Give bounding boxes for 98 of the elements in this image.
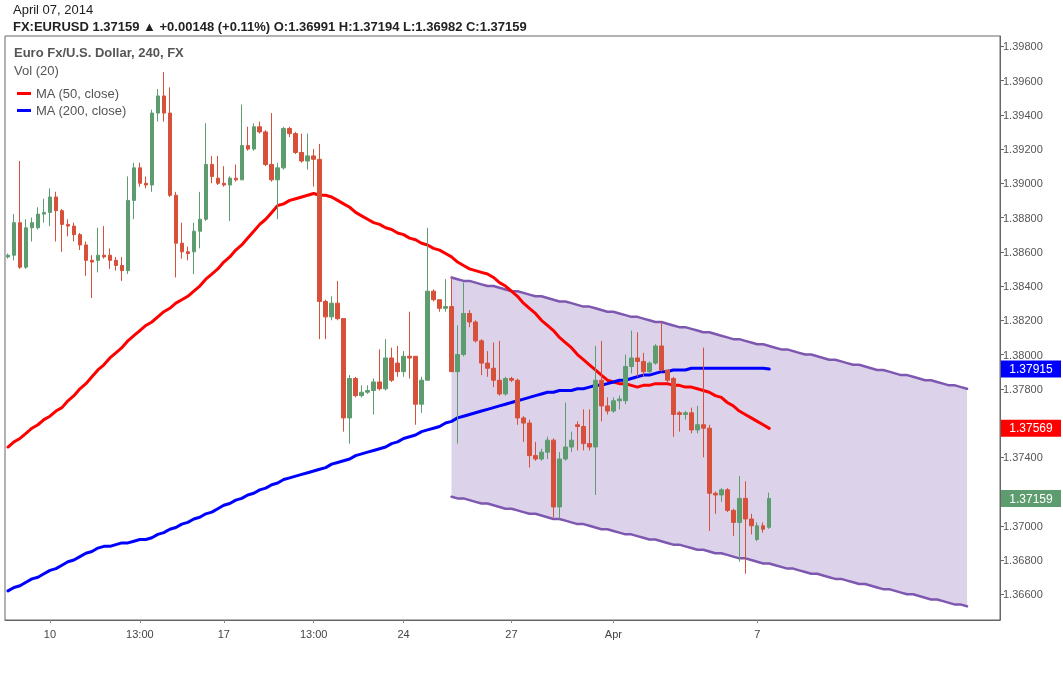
candlestick: [503, 376, 508, 397]
candlestick: [18, 160, 22, 270]
y-tick-label: 1.38000: [1003, 348, 1043, 361]
candlestick: [24, 218, 28, 270]
x-tick-label: Apr: [604, 627, 623, 640]
candlestick: [240, 104, 244, 181]
x-tick-label: 13:00: [299, 627, 328, 640]
candlestick: [761, 521, 765, 534]
y-tick-label: 1.38200: [1003, 314, 1043, 327]
candlestick: [84, 241, 88, 277]
y-tick-label: 1.37400: [1003, 451, 1043, 464]
candlestick: [689, 407, 694, 434]
x-tick-label: 10: [43, 627, 57, 640]
candlestick: [168, 86, 172, 198]
candlestick: [54, 191, 58, 243]
candlestick: [443, 278, 448, 313]
text: 1.37569: [1009, 421, 1054, 436]
y-tick-label: 1.39400: [1003, 108, 1043, 121]
candlestick: [36, 206, 40, 231]
candlestick: [683, 410, 688, 421]
y-tick-label: 1.39000: [1003, 177, 1043, 190]
candlestick: [102, 225, 106, 260]
candlestick: [383, 338, 388, 392]
candlestick: [138, 162, 142, 188]
candlestick: [755, 521, 759, 542]
chart-title: April 07, 2014: [13, 2, 94, 17]
candlestick: [204, 122, 208, 222]
y-tick-label: 1.36600: [1003, 588, 1043, 601]
candlestick: [210, 155, 214, 184]
candlestick: [42, 198, 46, 224]
candlestick: [551, 437, 556, 518]
candlestick: [30, 217, 34, 243]
y-tick-label: 1.37800: [1003, 382, 1043, 395]
candlestick: [767, 492, 771, 530]
candlestick: [162, 71, 166, 123]
candlestick: [329, 295, 334, 321]
legend-label: MA (50, close): [36, 86, 120, 101]
candlestick: [66, 218, 70, 237]
line-series: [450, 495, 969, 608]
line-series: [6, 366, 771, 593]
candlestick: [12, 213, 16, 261]
y-tick-label: 1.39600: [1003, 74, 1043, 87]
y-tick-label: 1.36800: [1003, 554, 1043, 567]
x-tick-label: 24: [397, 627, 410, 640]
candlestick: [695, 405, 700, 434]
candlestick: [48, 187, 52, 227]
x-tick-label: 17: [217, 627, 230, 640]
candlestick: [72, 222, 76, 243]
candlestick: [353, 376, 358, 398]
y-tick-label: 1.39800: [1003, 40, 1043, 53]
candlestick: [719, 487, 724, 503]
candlestick: [246, 126, 250, 152]
y-tick-label: 1.38800: [1003, 211, 1043, 224]
candlestick: [401, 350, 406, 378]
y-tick-label: 1.38400: [1003, 280, 1043, 293]
candlestick: [186, 246, 190, 261]
candlestick: [90, 254, 94, 299]
candlestick: [180, 222, 184, 260]
candlestick: [150, 109, 154, 193]
candlestick: [252, 122, 256, 152]
annotation: Vol (20): [14, 63, 59, 78]
candlestick: [108, 247, 112, 270]
candlestick: [216, 155, 220, 186]
candlestick: [198, 191, 202, 249]
annotation: Euro Fx/U.S. Dollar, 240, FX: [14, 45, 185, 60]
x-tick-label: 13:00: [126, 627, 154, 640]
candlestick: [144, 175, 148, 189]
candlestick: [228, 175, 232, 222]
candlestick: [6, 253, 10, 260]
candlestick: [449, 276, 454, 373]
candlestick: [737, 475, 742, 563]
candlestick: [234, 163, 238, 183]
candlestick: [114, 256, 118, 272]
legend-label: MA (200, close): [36, 103, 127, 118]
y-tick-label: 1.37000: [1003, 519, 1043, 532]
candlestick: [60, 208, 64, 253]
candlestick: [305, 133, 310, 171]
candlestick: [156, 88, 160, 123]
chart-subtitle: FX:EURUSD 1.37159 ▲ +0.00148 (+0.11%) O:1.36991 H:1.37194 L:1.36982 C:1.37159: [13, 19, 527, 34]
candlestick: [126, 175, 130, 275]
text: 1.37915: [1009, 362, 1054, 377]
candlestick: [347, 374, 352, 445]
candlestick: [78, 232, 82, 251]
candlestick: [120, 256, 124, 282]
y-tick-label: 1.38600: [1003, 245, 1043, 258]
line-series: [450, 276, 969, 391]
x-tick-label: 7: [754, 627, 761, 640]
candlestick: [192, 222, 196, 275]
candlestick: [132, 162, 136, 220]
line-series: [6, 192, 771, 449]
text: 1.37159: [1009, 491, 1053, 506]
x-tick-label: 27: [505, 627, 518, 640]
candlestick: [174, 191, 178, 278]
candlestick: [222, 165, 226, 188]
candlestick: [593, 345, 598, 496]
candlestick: [377, 348, 382, 392]
candlestick: [96, 227, 100, 273]
y-tick-label: 1.39200: [1003, 143, 1043, 156]
